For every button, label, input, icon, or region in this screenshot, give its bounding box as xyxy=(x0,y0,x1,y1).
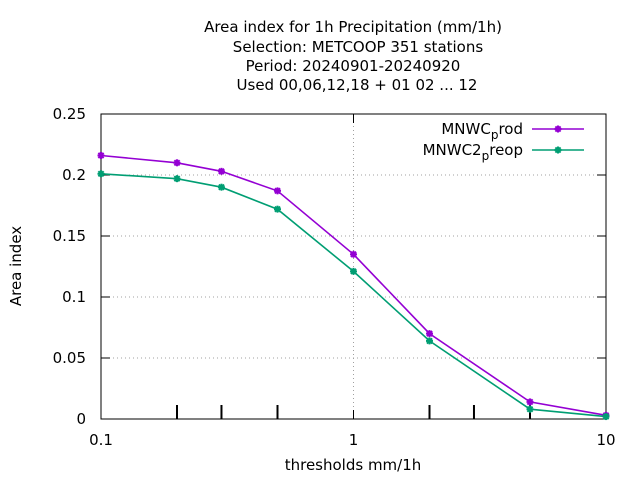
data-point xyxy=(217,167,225,175)
chart-title: Area index for 1h Precipitation (mm/1h) … xyxy=(204,18,502,94)
x-tick-label: 10 xyxy=(596,431,615,449)
title-line-2: Selection: METCOOP 351 stations xyxy=(233,38,484,56)
x-axis-label: thresholds mm/1h xyxy=(285,456,422,474)
data-point xyxy=(426,330,434,338)
legend-label: MNWC2preop xyxy=(423,141,523,163)
grid xyxy=(101,114,606,419)
legend-item-1: MNWCprod xyxy=(441,120,584,142)
y-tick-label: 0.15 xyxy=(53,227,86,245)
data-point xyxy=(426,337,434,345)
data-point xyxy=(97,151,105,159)
title-line-3: Period: 20240901-20240920 xyxy=(246,57,461,75)
data-point xyxy=(173,175,181,183)
data-point xyxy=(273,205,281,213)
data-point xyxy=(173,159,181,167)
series-line xyxy=(100,173,607,418)
y-tick-label: 0.25 xyxy=(53,105,86,123)
data-point xyxy=(350,267,357,275)
data-point xyxy=(97,170,105,178)
title-line-1: Area index for 1h Precipitation (mm/1h) xyxy=(204,18,502,36)
y-tick-label: 0 xyxy=(76,410,86,428)
data-point xyxy=(602,413,610,421)
y-tick-label: 0.2 xyxy=(62,166,86,184)
data-point xyxy=(526,405,534,413)
series-2 xyxy=(97,170,610,421)
legend-item-2: MNWC2preop xyxy=(423,141,584,163)
tick-labels: 0 0.05 0.1 0.15 0.2 0.25 0.1 1 10 xyxy=(53,105,616,449)
legend-label: MNWCprod xyxy=(441,120,523,142)
y-tick-label: 0.05 xyxy=(53,349,86,367)
data-point xyxy=(273,187,281,195)
plot-frame xyxy=(100,113,607,420)
series-layer xyxy=(97,151,610,421)
title-line-4: Used 00,06,12,18 + 01 02 ... 12 xyxy=(237,76,478,94)
data-point xyxy=(217,183,225,191)
data-point xyxy=(350,250,357,258)
x-tick-label: 0.1 xyxy=(89,431,113,449)
series-line xyxy=(100,154,607,417)
y-tick-label: 0.1 xyxy=(62,288,86,306)
legend-swatch-marker xyxy=(554,125,562,133)
x-tick-label: 1 xyxy=(349,431,359,449)
data-point xyxy=(526,398,534,406)
y-axis-label: Area index xyxy=(7,226,25,306)
legend-swatch-marker xyxy=(554,146,562,154)
